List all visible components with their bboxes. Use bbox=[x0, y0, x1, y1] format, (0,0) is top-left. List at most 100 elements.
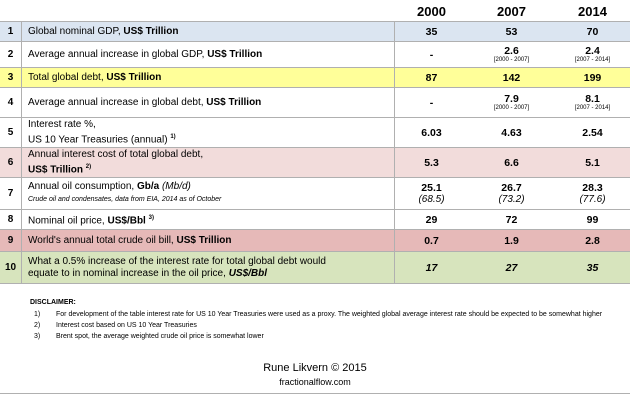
label-line: Interest rate %, bbox=[28, 119, 394, 131]
table-row: 2 Average annual increase in global GDP, … bbox=[0, 42, 630, 68]
label-line: US 10 Year Treasuries (annual) 1) bbox=[28, 131, 394, 146]
value: 53 bbox=[505, 25, 518, 38]
label-text: Annual oil consumption, bbox=[28, 181, 137, 192]
label-line: Crude oil and condensates, data from EIA… bbox=[28, 193, 394, 206]
label-text: Interest rate %, bbox=[28, 118, 96, 130]
value: 87 bbox=[425, 71, 438, 84]
label-text: US 10 Year Treasuries (annual) bbox=[28, 134, 171, 146]
label-text: Nominal oil price, bbox=[28, 215, 108, 227]
table-row: 9 World's annual total crude oil bill, US… bbox=[0, 230, 630, 252]
value-cell: - bbox=[395, 88, 468, 117]
value-cell: 87 bbox=[395, 68, 468, 87]
row-number: 6 bbox=[0, 148, 22, 177]
value-cell: 4.63 bbox=[468, 118, 555, 147]
table-top-rule bbox=[0, 21, 630, 22]
value: 25.1 bbox=[421, 181, 442, 194]
label-text: 1) bbox=[170, 133, 176, 140]
value-cell: 8.1 [2007 - 2014] bbox=[555, 88, 630, 117]
row-number: 2 bbox=[0, 42, 22, 67]
value: 70 bbox=[586, 25, 599, 38]
row-number: 5 bbox=[0, 118, 22, 147]
value-cell: 53 bbox=[468, 22, 555, 41]
footer-rule bbox=[0, 393, 630, 394]
value: 26.7 bbox=[501, 181, 522, 194]
label-line: Annual interest cost of total global deb… bbox=[28, 149, 394, 161]
value: - bbox=[429, 48, 434, 61]
value-cell: 0.7 bbox=[395, 230, 468, 251]
value: - bbox=[429, 96, 434, 109]
value: 35 bbox=[586, 261, 599, 274]
value-cell: 2.54 bbox=[555, 118, 630, 147]
row-label: Average annual increase in global GDP, U… bbox=[22, 42, 395, 67]
label-line: World's annual total crude oil bill, US$… bbox=[28, 235, 394, 247]
table-row: 4 Average annual increase in global debt,… bbox=[0, 88, 630, 118]
disclaimer-title: DISCLAIMER: bbox=[30, 299, 76, 306]
table-row: 3 Total global debt, US$ Trillion 87 142 199 bbox=[0, 68, 630, 88]
value: 199 bbox=[583, 71, 602, 84]
row-label: Annual interest cost of total global deb… bbox=[22, 148, 395, 177]
value-cell: 2.8 bbox=[555, 230, 630, 251]
value: 99 bbox=[586, 213, 599, 226]
table-row: 5 Interest rate %, US 10 Year Treasuries (… bbox=[0, 118, 630, 148]
value-note: [2000 - 2007] bbox=[493, 57, 530, 63]
label-text: US$ Trillion bbox=[123, 25, 179, 37]
footer-author: Rune Likvern © 2015 bbox=[263, 362, 367, 374]
item-marker: 3) bbox=[34, 333, 41, 340]
row-number: 9 bbox=[0, 230, 22, 251]
row-number: 8 bbox=[0, 210, 22, 229]
value-cell: 7.9 [2000 - 2007] bbox=[468, 88, 555, 117]
row-label: Interest rate %, US 10 Year Treasuries (a… bbox=[22, 118, 395, 147]
row-number: 7 bbox=[0, 178, 22, 209]
column-header: 2014 bbox=[578, 4, 607, 19]
row-label: Annual oil consumption, Gb/a (Mb/d) Crude… bbox=[22, 178, 395, 209]
value: 2.4 bbox=[585, 45, 600, 57]
value-note: [2007 - 2014] bbox=[574, 105, 611, 111]
label-line: US$ Trillion 2) bbox=[28, 161, 394, 176]
item-marker: 1) bbox=[34, 311, 41, 318]
value: 5.3 bbox=[424, 156, 439, 169]
item-marker: 2) bbox=[34, 322, 41, 329]
value-note: (73.2) bbox=[498, 193, 525, 205]
value-note: [2000 - 2007] bbox=[493, 105, 530, 111]
label-text: (Mb/d) bbox=[159, 181, 191, 192]
disclaimer-item: 1) For development of the table interest … bbox=[30, 310, 620, 319]
value: 17 bbox=[425, 261, 438, 274]
value-cell: 6.6 bbox=[468, 148, 555, 177]
label-text: equate to in nominal increase in the oil… bbox=[28, 267, 229, 279]
value: 142 bbox=[502, 71, 521, 84]
value: 7.9 bbox=[504, 93, 519, 105]
footer-site: fractionalflow.com bbox=[279, 377, 351, 387]
value-cell: 199 bbox=[555, 68, 630, 87]
value-cell: 2.6 [2000 - 2007] bbox=[468, 42, 555, 67]
value-cell: 5.1 bbox=[555, 148, 630, 177]
row-label: Average annual increase in global debt, … bbox=[22, 88, 395, 117]
value: 6.6 bbox=[504, 156, 519, 169]
label-text: World's annual total crude oil bill, bbox=[28, 234, 177, 246]
value-cell: 5.3 bbox=[395, 148, 468, 177]
table-row: 8 Nominal oil price, US$/Bbl 3) 29 72 99 bbox=[0, 210, 630, 230]
value-cell: 142 bbox=[468, 68, 555, 87]
value-cell: 35 bbox=[395, 22, 468, 41]
label-text: US$ Trillion bbox=[176, 234, 232, 246]
label-text: Annual interest cost of total global deb… bbox=[28, 148, 204, 160]
value: 72 bbox=[505, 213, 518, 226]
value-cell: 26.7 (73.2) bbox=[468, 178, 555, 209]
value-note: [2007 - 2014] bbox=[574, 57, 611, 63]
label-text: Average annual increase in global GDP, bbox=[28, 48, 208, 60]
value-cell: 25.1 (68.5) bbox=[395, 178, 468, 209]
value-cell: 99 bbox=[555, 210, 630, 229]
value-cell: 17 bbox=[395, 252, 468, 283]
row-number: 4 bbox=[0, 88, 22, 117]
label-line: What a 0.5% increase of the interest rat… bbox=[28, 256, 394, 268]
label-text: US$ Trillion bbox=[106, 71, 162, 83]
value: 2.54 bbox=[582, 126, 603, 139]
item-text: For development of the table interest ra… bbox=[56, 311, 603, 318]
label-line: Average annual increase in global debt, … bbox=[28, 97, 394, 109]
label-text: Global nominal GDP, bbox=[28, 25, 124, 37]
label-text: US$ Trillion bbox=[207, 48, 263, 60]
table-row: 6 Annual interest cost of total global de… bbox=[0, 148, 630, 178]
value: 0.7 bbox=[424, 234, 439, 247]
value-note: (68.5) bbox=[418, 193, 445, 205]
row-label: World's annual total crude oil bill, US$… bbox=[22, 230, 395, 251]
